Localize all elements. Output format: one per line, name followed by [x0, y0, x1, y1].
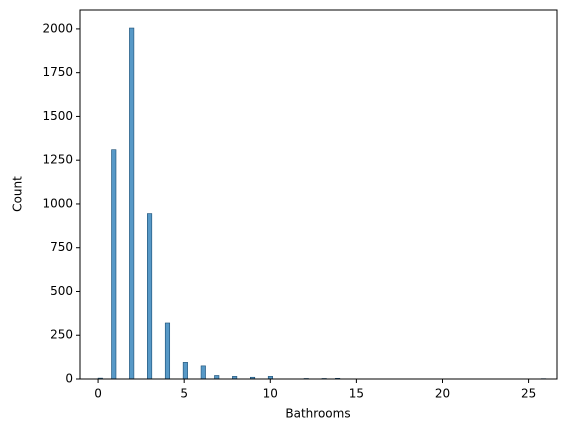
- bar: [183, 362, 187, 379]
- y-tick-label: 2000: [42, 21, 73, 35]
- bar: [129, 28, 133, 379]
- y-tick-label: 1750: [42, 65, 73, 79]
- y-tick-label: 500: [50, 284, 73, 298]
- x-tick-label: 25: [521, 387, 536, 401]
- bar: [214, 375, 218, 379]
- y-tick-label: 1000: [42, 196, 73, 210]
- x-tick-label: 0: [94, 387, 102, 401]
- y-axis-label: Count: [11, 176, 25, 212]
- bar: [112, 150, 116, 379]
- y-tick-label: 1500: [42, 109, 73, 123]
- x-tick-label: 20: [435, 387, 450, 401]
- bar: [201, 366, 205, 379]
- bar: [165, 323, 169, 379]
- x-axis-label: Bathrooms: [285, 407, 350, 421]
- y-tick-label: 1250: [42, 153, 73, 167]
- x-tick-label: 5: [180, 387, 188, 401]
- y-tick-label: 750: [50, 240, 73, 254]
- y-tick-label: 250: [50, 328, 73, 342]
- x-tick-label: 10: [263, 387, 278, 401]
- bar: [147, 214, 151, 379]
- y-tick-label: 0: [65, 372, 73, 386]
- x-tick-label: 15: [349, 387, 364, 401]
